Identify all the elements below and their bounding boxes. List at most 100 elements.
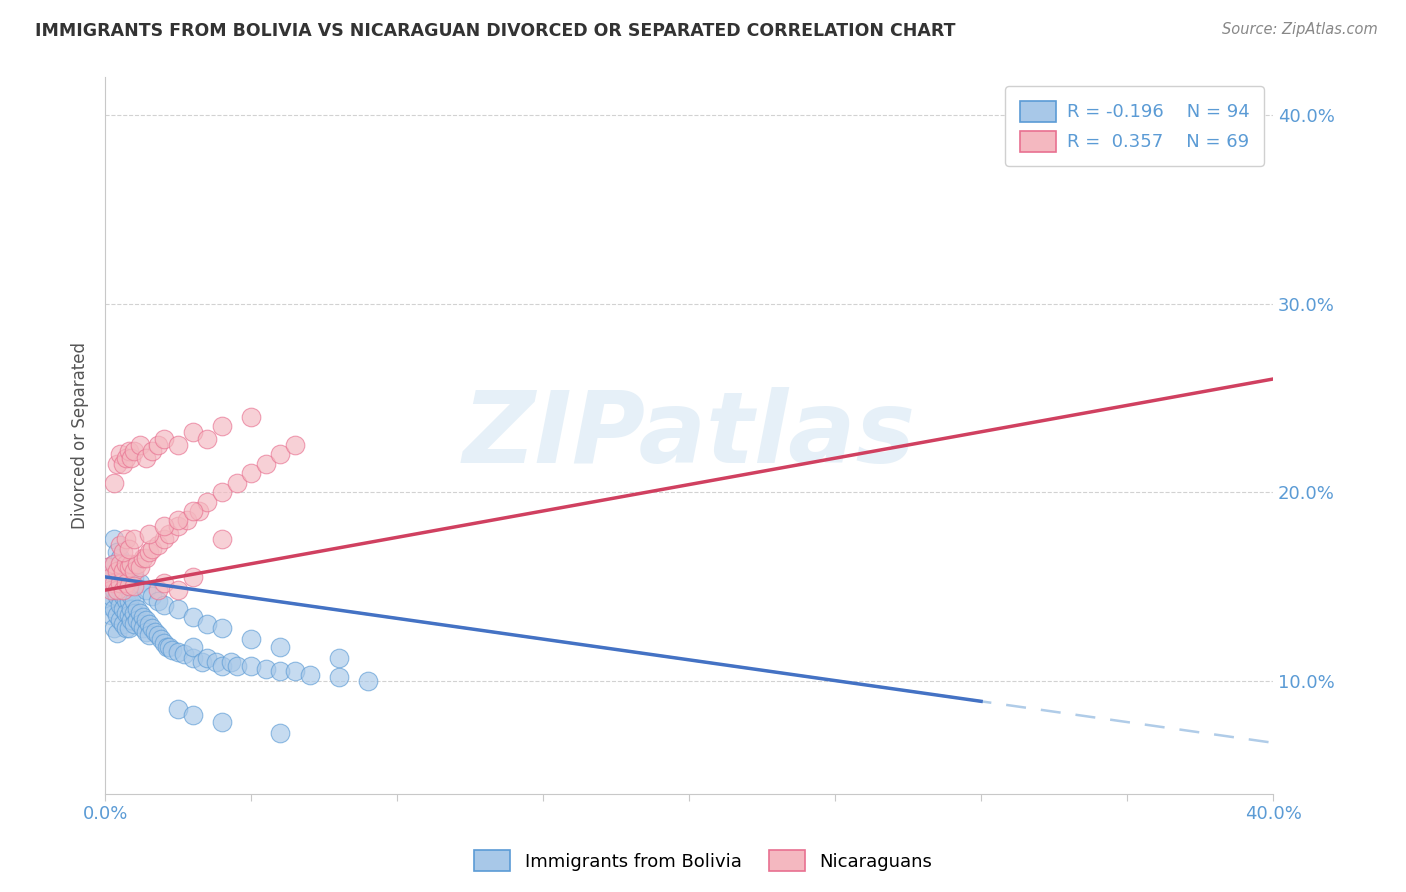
Point — [117, 621, 139, 635]
Point — [129, 560, 152, 574]
Point — [197, 433, 219, 447]
Point — [108, 538, 131, 552]
Point — [124, 594, 146, 608]
Point — [146, 438, 169, 452]
Point — [117, 579, 139, 593]
Point — [149, 632, 172, 647]
Point — [108, 598, 131, 612]
Point — [100, 589, 122, 603]
Point — [129, 438, 152, 452]
Point — [124, 570, 146, 584]
Point — [103, 621, 125, 635]
Point — [108, 583, 131, 598]
Point — [114, 606, 136, 620]
Point — [100, 607, 122, 622]
Point — [124, 617, 146, 632]
Point — [103, 475, 125, 490]
Point — [152, 598, 174, 612]
Point — [97, 560, 120, 574]
Point — [135, 551, 157, 566]
Text: ZIPatlas: ZIPatlas — [463, 387, 915, 484]
Point — [225, 475, 247, 490]
Point — [211, 419, 233, 434]
Point — [181, 570, 204, 584]
Point — [141, 541, 163, 556]
Point — [138, 628, 160, 642]
Point — [152, 533, 174, 547]
Point — [152, 433, 174, 447]
Point — [108, 447, 131, 461]
Point — [240, 658, 263, 673]
Point — [298, 668, 321, 682]
Point — [269, 447, 291, 461]
Point — [162, 643, 184, 657]
Point — [240, 632, 263, 647]
Point — [105, 626, 128, 640]
Point — [181, 651, 204, 665]
Point — [141, 443, 163, 458]
Point — [132, 551, 155, 566]
Point — [114, 557, 136, 571]
Point — [117, 541, 139, 556]
Point — [121, 589, 143, 603]
Point — [135, 583, 157, 598]
Point — [132, 621, 155, 635]
Point — [132, 609, 155, 624]
Point — [117, 583, 139, 598]
Point — [146, 594, 169, 608]
Point — [97, 560, 120, 574]
Point — [100, 583, 122, 598]
Point — [167, 645, 190, 659]
Point — [114, 575, 136, 590]
Point — [103, 602, 125, 616]
Point — [124, 443, 146, 458]
Point — [138, 617, 160, 632]
Point — [103, 557, 125, 571]
Point — [152, 519, 174, 533]
Legend: Immigrants from Bolivia, Nicaraguans: Immigrants from Bolivia, Nicaraguans — [467, 843, 939, 879]
Point — [117, 560, 139, 574]
Point — [211, 621, 233, 635]
Point — [135, 624, 157, 639]
Point — [143, 624, 166, 639]
Point — [124, 579, 146, 593]
Point — [127, 557, 149, 571]
Point — [138, 545, 160, 559]
Text: Source: ZipAtlas.com: Source: ZipAtlas.com — [1222, 22, 1378, 37]
Point — [225, 658, 247, 673]
Point — [105, 545, 128, 559]
Point — [146, 538, 169, 552]
Point — [100, 570, 122, 584]
Point — [197, 651, 219, 665]
Point — [211, 658, 233, 673]
Point — [127, 602, 149, 616]
Point — [269, 640, 291, 654]
Point — [141, 621, 163, 635]
Point — [121, 613, 143, 627]
Point — [138, 526, 160, 541]
Point — [103, 575, 125, 590]
Point — [124, 606, 146, 620]
Point — [167, 519, 190, 533]
Point — [124, 533, 146, 547]
Point — [190, 655, 212, 669]
Point — [269, 726, 291, 740]
Point — [167, 583, 190, 598]
Point — [152, 575, 174, 590]
Point — [181, 504, 204, 518]
Point — [108, 551, 131, 566]
Point — [167, 438, 190, 452]
Point — [197, 617, 219, 632]
Point — [105, 457, 128, 471]
Point — [187, 504, 209, 518]
Point — [254, 662, 277, 676]
Point — [100, 570, 122, 584]
Point — [105, 564, 128, 578]
Point — [111, 589, 134, 603]
Point — [152, 636, 174, 650]
Point — [284, 664, 307, 678]
Point — [328, 651, 350, 665]
Point — [111, 575, 134, 590]
Point — [111, 545, 134, 559]
Point — [111, 583, 134, 598]
